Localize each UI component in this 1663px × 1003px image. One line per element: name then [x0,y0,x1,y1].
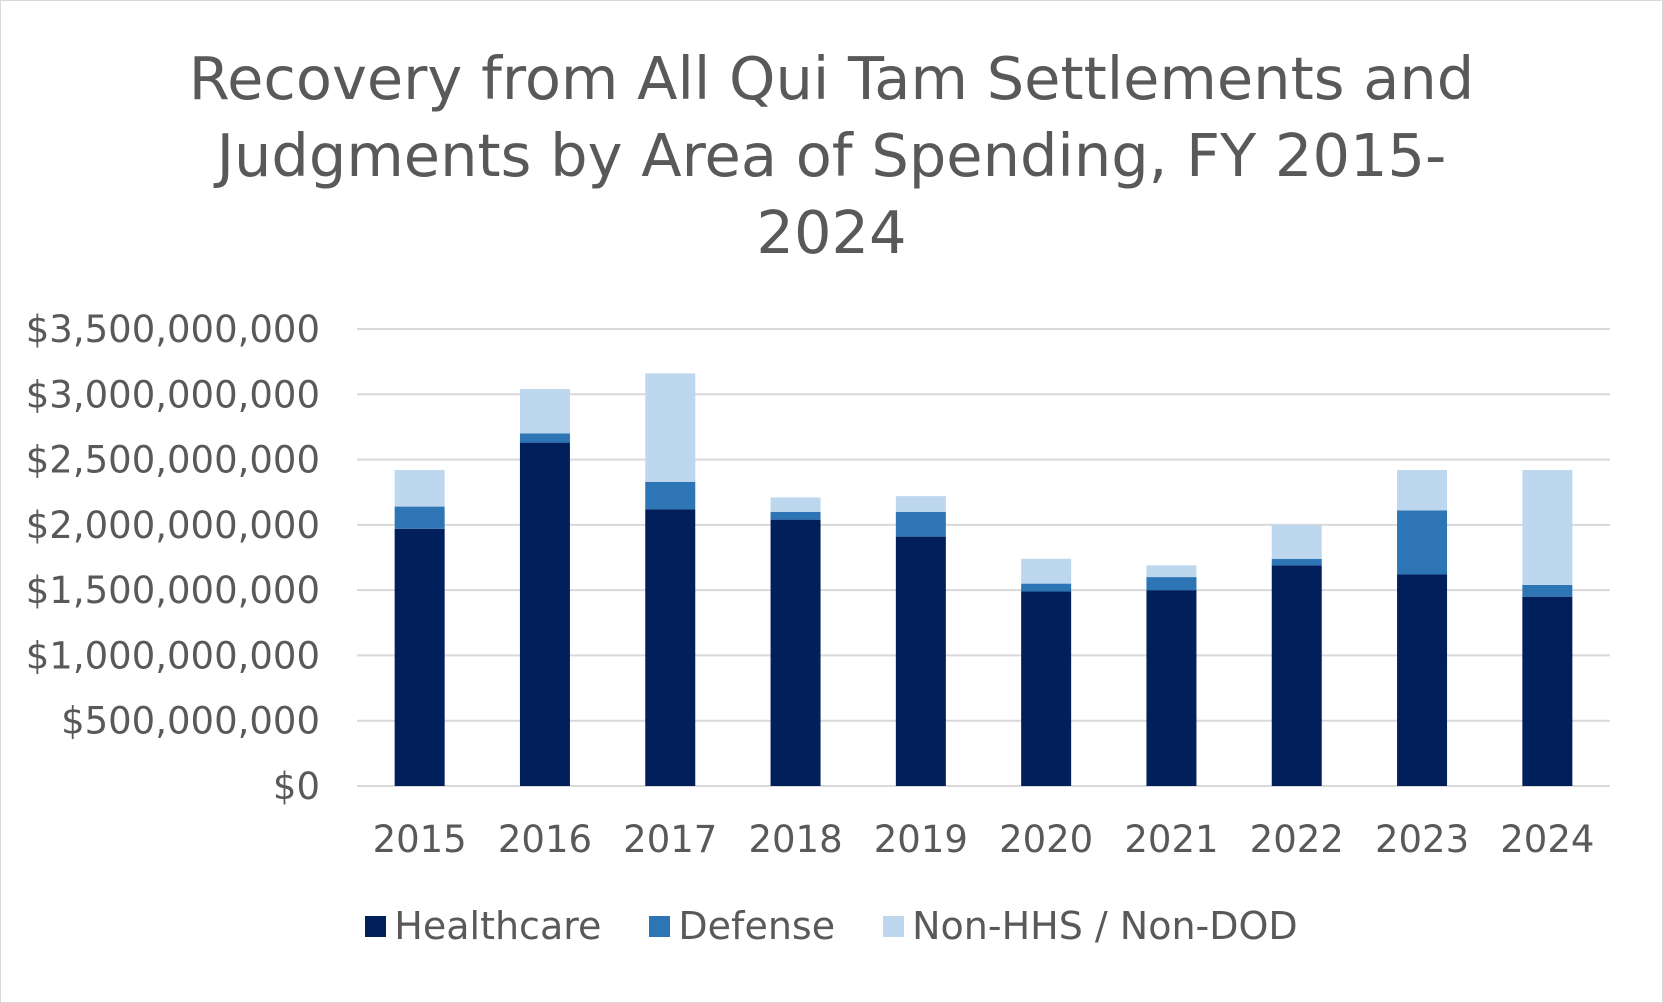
x-tick-label: 2021 [1124,818,1218,861]
chart-title-line-1: Recovery from All Qui Tam Settlements an… [188,44,1475,113]
x-tick-label: 2020 [999,818,1093,861]
y-tick-label: $3,000,000,000 [26,373,320,416]
legend-item-healthcare: Healthcare [365,904,601,948]
bar-healthcare-2015 [394,528,445,786]
bar-healthcare-2020 [1021,591,1072,786]
chart-title-line-3: 2024 [756,198,907,267]
bar-defense-2017 [645,481,696,510]
bar-non-hhs-non-dod-2019 [895,496,946,512]
chart-legend: Healthcare Defense Non-HHS / Non-DOD [0,904,1663,948]
legend-swatch-healthcare [365,915,387,937]
bar-healthcare-2023 [1397,574,1448,786]
bar-healthcare-2016 [519,442,570,786]
bar-non-hhs-non-dod-2022 [1271,524,1322,559]
bar-non-hhs-non-dod-2023 [1397,470,1448,511]
bar-healthcare-2021 [1146,590,1197,786]
bar-non-hhs-non-dod-2015 [394,470,445,507]
bar-defense-2021 [1146,577,1197,591]
bar-non-hhs-non-dod-2021 [1146,565,1197,578]
bar-defense-2023 [1397,510,1448,575]
x-tick-label: 2019 [874,818,968,861]
x-tick-label: 2018 [748,818,842,861]
bar-defense-2018 [770,511,821,520]
x-tick-label: 2024 [1500,818,1594,861]
legend-swatch-defense [649,915,671,937]
bar-defense-2022 [1271,558,1322,566]
bar-healthcare-2024 [1522,596,1573,786]
bar-defense-2016 [519,433,570,443]
legend-label-non-hhs-non-dod: Non-HHS / Non-DOD [912,904,1298,948]
bar-non-hhs-non-dod-2018 [770,497,821,512]
y-tick-label: $1,000,000,000 [26,634,320,677]
y-tick-label: $2,500,000,000 [26,439,320,482]
bar-defense-2024 [1522,584,1573,597]
bar-healthcare-2017 [645,509,696,786]
chart-title: Recovery from All Qui Tam Settlements an… [0,40,1663,271]
bar-defense-2020 [1021,583,1072,592]
x-tick-label: 2022 [1250,818,1344,861]
legend-swatch-non-hhs-non-dod [883,915,905,937]
x-tick-label: 2015 [373,818,467,861]
bar-healthcare-2022 [1271,565,1322,786]
x-tick-label: 2016 [498,818,592,861]
bar-non-hhs-non-dod-2017 [645,373,696,482]
y-tick-label: $2,000,000,000 [26,504,320,547]
legend-item-non-hhs-non-dod: Non-HHS / Non-DOD [883,904,1298,948]
chart-title-line-2: Judgments by Area of Spending, FY 2015- [216,121,1447,190]
legend-item-defense: Defense [649,904,835,948]
bar-healthcare-2018 [770,519,821,786]
bar-non-hhs-non-dod-2016 [519,389,570,434]
y-tick-label: $3,500,000,000 [26,308,320,351]
legend-label-healthcare: Healthcare [394,904,602,948]
x-tick-label: 2017 [623,818,717,861]
legend-label-defense: Defense [678,904,836,948]
bar-non-hhs-non-dod-2024 [1522,470,1573,585]
bar-non-hhs-non-dod-2020 [1021,558,1072,584]
x-tick-label: 2023 [1375,818,1469,861]
y-tick-label: $1,500,000,000 [26,569,320,612]
bar-healthcare-2019 [895,536,946,786]
bar-defense-2015 [394,506,445,529]
y-tick-label: $0 [273,765,320,808]
bar-defense-2019 [895,511,946,537]
y-tick-label: $500,000,000 [61,700,320,743]
